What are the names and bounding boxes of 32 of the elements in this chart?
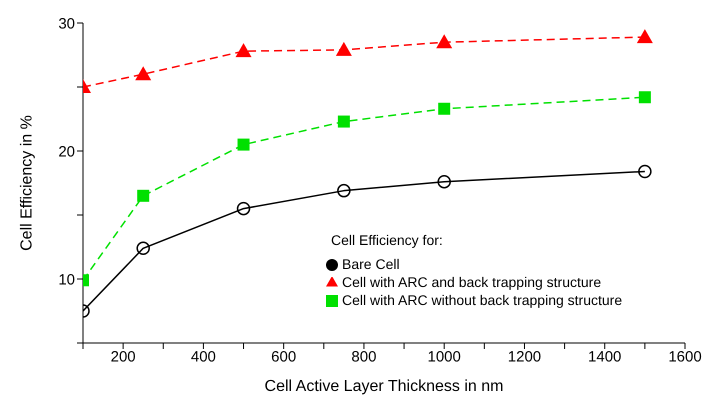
x-tick-label: 1400 [588,348,622,366]
legend-label: Cell with ARC and back trapping structure [342,274,602,290]
point [638,91,651,104]
x-tick-label: 600 [271,348,296,366]
point [135,66,152,80]
point [136,242,150,256]
point [338,116,350,128]
point [638,164,652,178]
x-tick-label: 400 [190,348,216,366]
point [438,102,450,115]
point [437,174,451,188]
legend-title: Cell Efficiency for: [331,232,443,248]
point [238,138,250,151]
y-tick-label: 10 [58,271,75,288]
y-tick-label: 30 [58,15,75,32]
y-tick-label: 20 [58,143,75,160]
point [436,34,452,48]
y-axis-title: Cell Efficiency in % [18,115,36,251]
x-axis-title: Cell Active Layer Thickness in nm [264,378,504,395]
legend-label: Cell with ARC without back trapping structure [342,292,622,308]
point [236,202,250,216]
x-tick-label: 1200 [508,348,542,366]
x-tick-label: 1000 [428,348,461,366]
point [337,184,351,198]
x-tick-label: 200 [110,348,136,366]
legend-label: Bare Cell [342,256,400,272]
point [336,42,352,56]
x-tick-label: 1600 [668,348,702,366]
point [236,43,252,58]
point [636,29,653,44]
point [137,190,150,202]
x-tick-label: 800 [351,348,376,366]
